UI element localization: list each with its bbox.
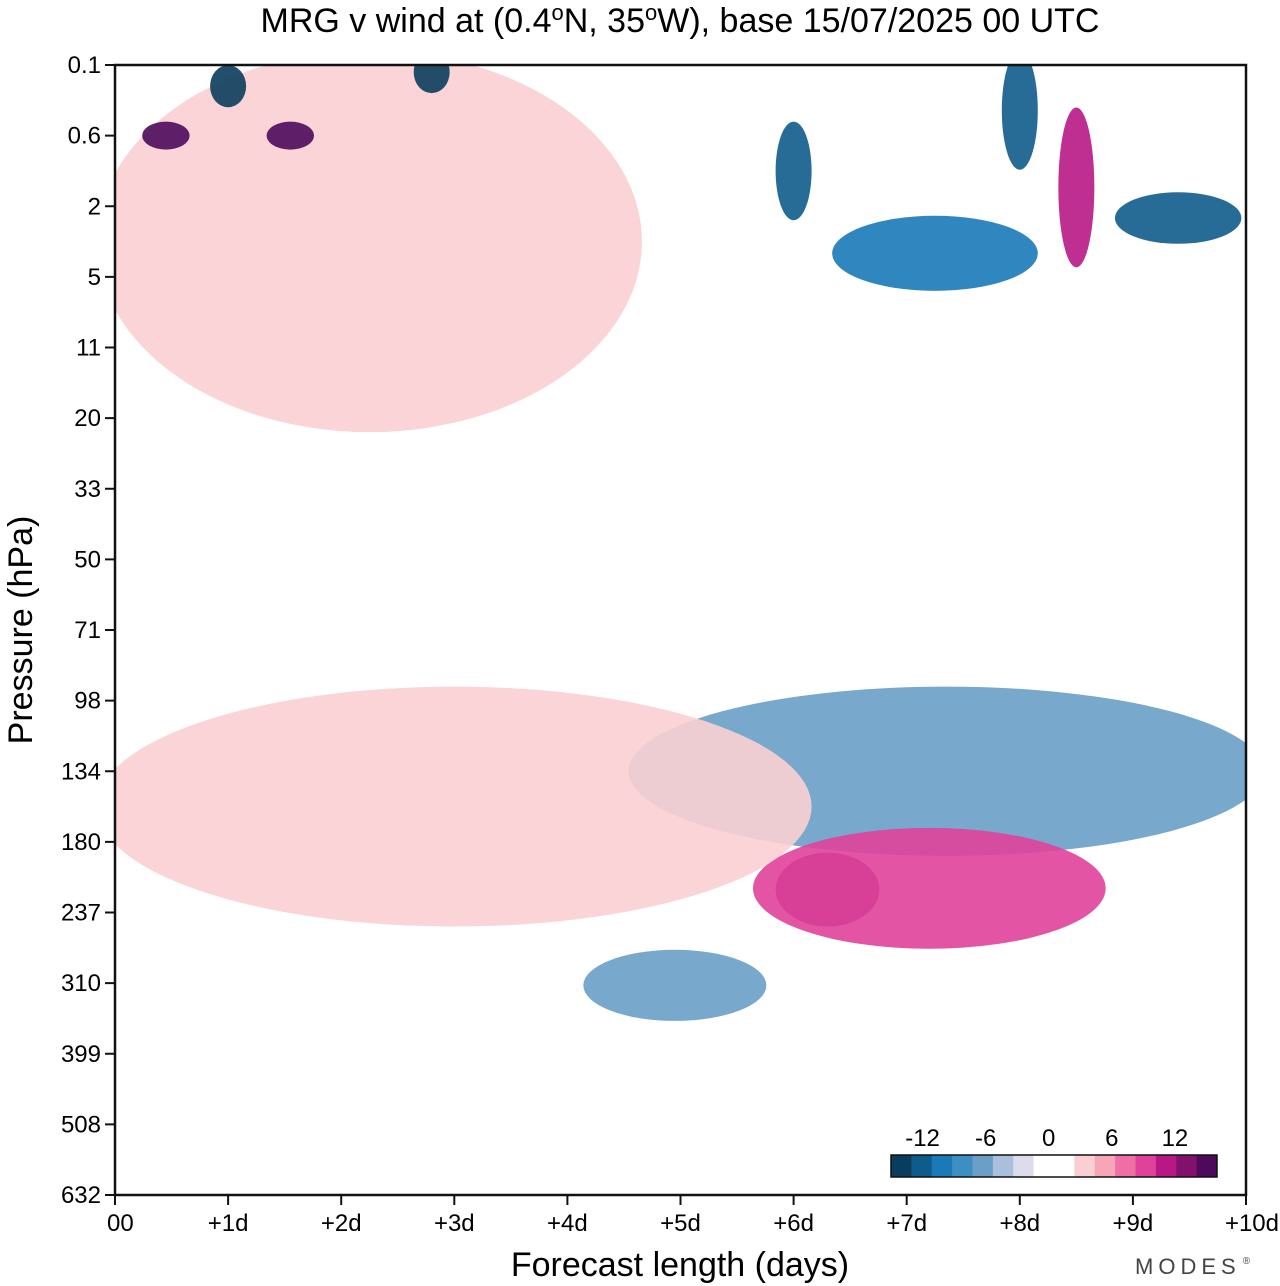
y-tick-label: 632 [61,1182,101,1209]
x-tick-label: +5d [660,1210,701,1237]
y-tick-label: 33 [74,476,101,503]
contour-field [115,65,1246,1021]
x-tick-label: +7d [886,1210,927,1237]
contour-region [413,65,450,94]
y-tick-label: 71 [74,617,101,644]
x-axis-ticks: 00 +1d +2d +3d +4d +5d +6d +7d +8d +9d +10d [107,1195,1279,1237]
brand-logo: MODES ® [1135,1254,1255,1279]
colorbar: -12 -6 0 6 12 [890,1125,1218,1178]
y-tick-label: 0.6 [68,123,101,150]
x-tick-label: 00 [107,1210,134,1237]
colorbar-swatch [1013,1155,1035,1177]
colorbar-swatch [952,1155,973,1177]
y-tick-label: 98 [74,688,101,715]
colorbar-swatch [1033,1155,1055,1177]
x-tick-label: +8d [999,1210,1040,1237]
y-axis-ticks: 0.1 0.6 2 5 11 20 33 50 71 98 134 180 237 310 399 508 63… [61,52,115,1209]
x-tick-label: +4d [547,1210,588,1237]
chart-title: MRG v wind at (0.4oN, 35oW), base 15/07/… [261,0,1100,40]
colorbar-swatch [992,1155,1014,1177]
colorbar-tick-label: -6 [975,1125,996,1152]
colorbar-swatch [891,1155,912,1177]
colorbar-swatch [1094,1155,1116,1177]
colorbar-swatch [972,1155,994,1177]
y-tick-label: 0.1 [68,52,101,79]
x-tick-label: +10d [1225,1210,1279,1237]
colorbar-swatch [1054,1155,1075,1177]
contour-region [210,65,247,108]
colorbar-swatch [1155,1155,1177,1177]
colorbar-swatch [1196,1155,1218,1177]
colorbar-swatch [911,1155,933,1177]
colorbar-tick-label: 0 [1042,1125,1055,1152]
y-tick-label: 2 [88,193,101,220]
colorbar-tick-label: 12 [1162,1125,1189,1152]
contour-region [832,215,1038,291]
contour-region [1058,107,1095,268]
contour-region [752,827,1106,949]
contour-region [115,686,812,927]
contour-region [266,121,314,150]
colorbar-tick-label: 6 [1105,1125,1118,1152]
y-tick-label: 180 [61,829,101,856]
colorbar-tick-label: -12 [905,1125,940,1152]
contour-region [1114,192,1242,244]
x-tick-label: +9d [1113,1210,1154,1237]
y-tick-label: 5 [88,264,101,291]
colorbar-swatch [1115,1155,1136,1177]
colorbar-swatch [931,1155,953,1177]
x-tick-label: +3d [434,1210,475,1237]
x-tick-label: +1d [208,1210,249,1237]
colorbar-swatch [1135,1155,1157,1177]
colorbar-frame [890,1154,1218,1178]
y-tick-label: 50 [74,546,101,573]
contour-region [775,121,812,221]
y-tick-label: 11 [76,335,101,362]
x-tick-label: +2d [321,1210,362,1237]
y-tick-label: 310 [61,970,101,997]
contour-region [583,949,767,1021]
contour-region [1001,65,1038,170]
y-tick-label: 508 [61,1111,101,1138]
contour-region [142,121,190,150]
y-tick-label: 134 [61,758,101,785]
colorbar-swatch [1176,1155,1198,1177]
x-tick-label: +6d [773,1210,814,1237]
y-tick-label: 237 [61,900,101,927]
y-tick-label: 399 [61,1041,101,1068]
y-tick-label: 20 [74,405,101,432]
contour-region [115,65,642,433]
colorbar-swatch [1074,1155,1096,1177]
y-axis-label: Pressure (hPa) [2,516,40,745]
x-axis-label: Forecast length (days) [511,1246,849,1284]
